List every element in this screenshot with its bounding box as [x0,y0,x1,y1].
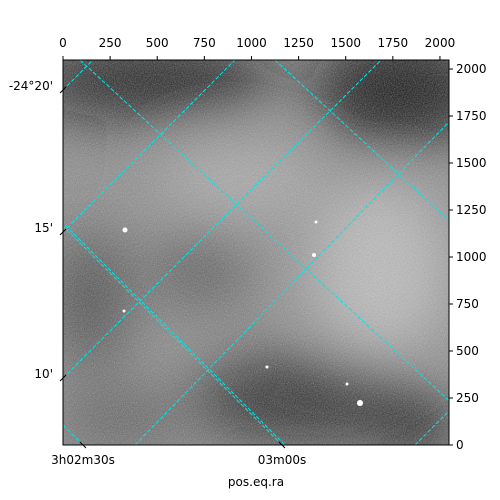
x-tick-label: 2000 [425,36,456,50]
dec-tick-label: 10' [34,367,53,381]
dec-tick [59,228,67,236]
x-tick-label: 750 [193,36,216,50]
grid-line [63,60,236,233]
grid-line [274,60,449,222]
sky-image [63,60,449,445]
x-tick-label: 1000 [236,36,267,50]
grid-line [63,225,283,445]
grid-line [414,410,449,445]
y-tick-label: 250 [456,391,479,405]
y-tick-label: 750 [456,297,479,311]
grid-line [79,60,449,402]
dec-tick-label: 15' [34,221,53,235]
x-tick-label: 1750 [378,36,409,50]
x-tick-label: 1250 [283,36,314,50]
y-tick-label: 2000 [456,62,487,76]
x-tick-label: 500 [146,36,169,50]
dec-tick-label: -24°20' [9,79,53,93]
grid-line [63,222,286,445]
y-tick-label: 1000 [456,250,487,264]
plot-frame [62,59,450,446]
grid-line [63,60,94,91]
x-tick-label: 250 [99,36,122,50]
y-tick-label: 1250 [456,203,487,217]
y-tick-label: 0 [456,438,464,452]
y-tick-label: 1500 [456,156,487,170]
y-tick-label: 1750 [456,109,487,123]
x-tick-label: 0 [59,36,67,50]
y-tick-label: 500 [456,344,479,358]
ra-tick-label: 03m00s [258,453,306,467]
dec-tick [59,374,67,382]
x-axis-label: pos.eq.ra [228,475,284,489]
ra-tick [79,441,87,449]
grid-line [134,121,449,445]
dec-tick [59,86,67,94]
x-tick-label: 1500 [330,36,361,50]
grid-line [63,60,382,379]
ra-tick [278,441,286,449]
ra-tick-label: 3h02m30s [51,453,115,467]
